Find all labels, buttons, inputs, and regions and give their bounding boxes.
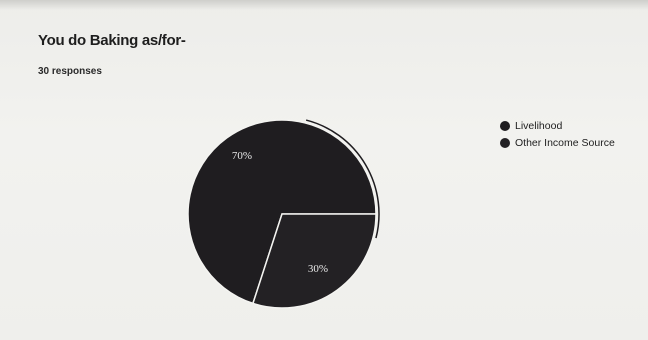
legend-label: Livelihood — [515, 119, 563, 132]
pie-slice-livelihood[interactable] — [187, 119, 377, 305]
pie-slice-other-income-source[interactable] — [252, 213, 377, 309]
legend-swatch — [500, 137, 510, 148]
data-label-other-income-source: 30% — [308, 263, 328, 275]
legend-swatch — [500, 120, 510, 131]
pie-data-labels: 70% 30% — [232, 150, 328, 275]
card-top-edge — [0, 0, 648, 10]
response-count: 30 responses — [38, 66, 102, 77]
chart-title: You do Baking as/for- — [38, 32, 186, 49]
legend-item-livelihood[interactable]: Livelihood — [500, 117, 615, 134]
legend-label: Other Income Source — [515, 136, 615, 149]
pie-rim — [305, 119, 380, 239]
pie-slices — [187, 119, 380, 309]
legend-item-other-income-source[interactable]: Other Income Source — [500, 134, 615, 151]
data-label-livelihood: 70% — [232, 150, 252, 162]
legend: Livelihood Other Income Source — [500, 117, 615, 151]
